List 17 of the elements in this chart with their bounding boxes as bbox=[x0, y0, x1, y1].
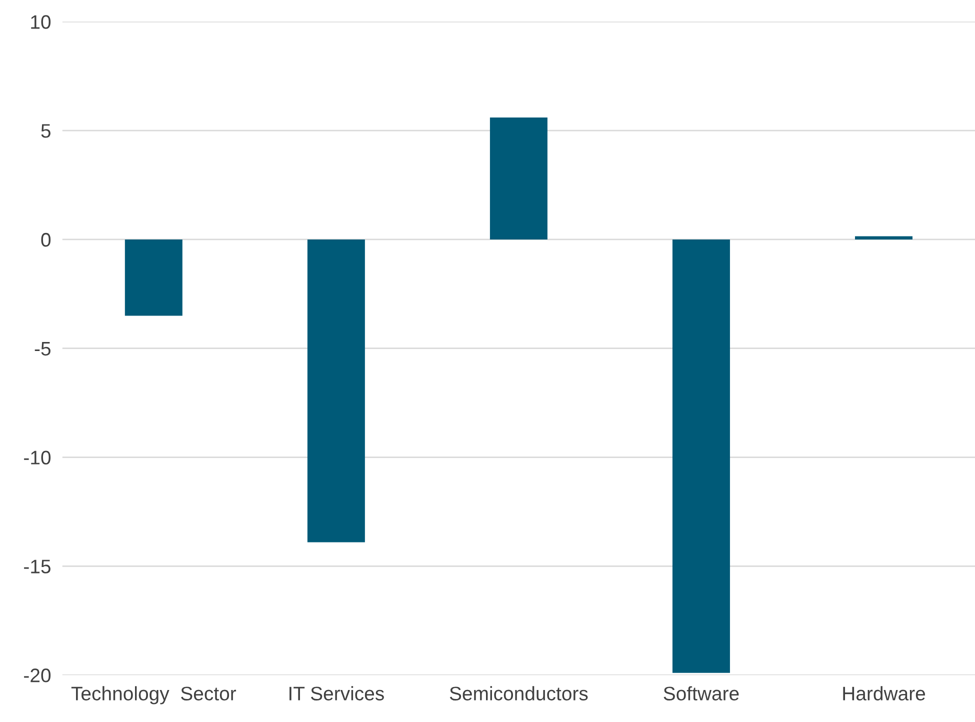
bar bbox=[854, 236, 912, 240]
y-tick-label: 0 bbox=[41, 232, 51, 247]
bar bbox=[124, 239, 182, 316]
y-tick-label: -20 bbox=[24, 668, 51, 682]
bar bbox=[307, 239, 365, 542]
y-tick-label: 5 bbox=[41, 124, 50, 138]
y-tick-label: 10 bbox=[31, 15, 51, 29]
bar bbox=[490, 117, 548, 240]
x-tick-label: Semiconductors bbox=[450, 686, 588, 700]
y-tick-label: -15 bbox=[24, 560, 50, 574]
bar bbox=[672, 239, 730, 673]
x-tick-label: IT Services bbox=[290, 686, 384, 700]
y-tick-label: -10 bbox=[24, 450, 51, 465]
x-tick-label: Software bbox=[664, 686, 739, 700]
y-tick-label: -5 bbox=[34, 342, 50, 356]
x-tick-label: Hardware bbox=[843, 686, 926, 700]
x-tick-label: Technology Sector bbox=[71, 686, 236, 704]
